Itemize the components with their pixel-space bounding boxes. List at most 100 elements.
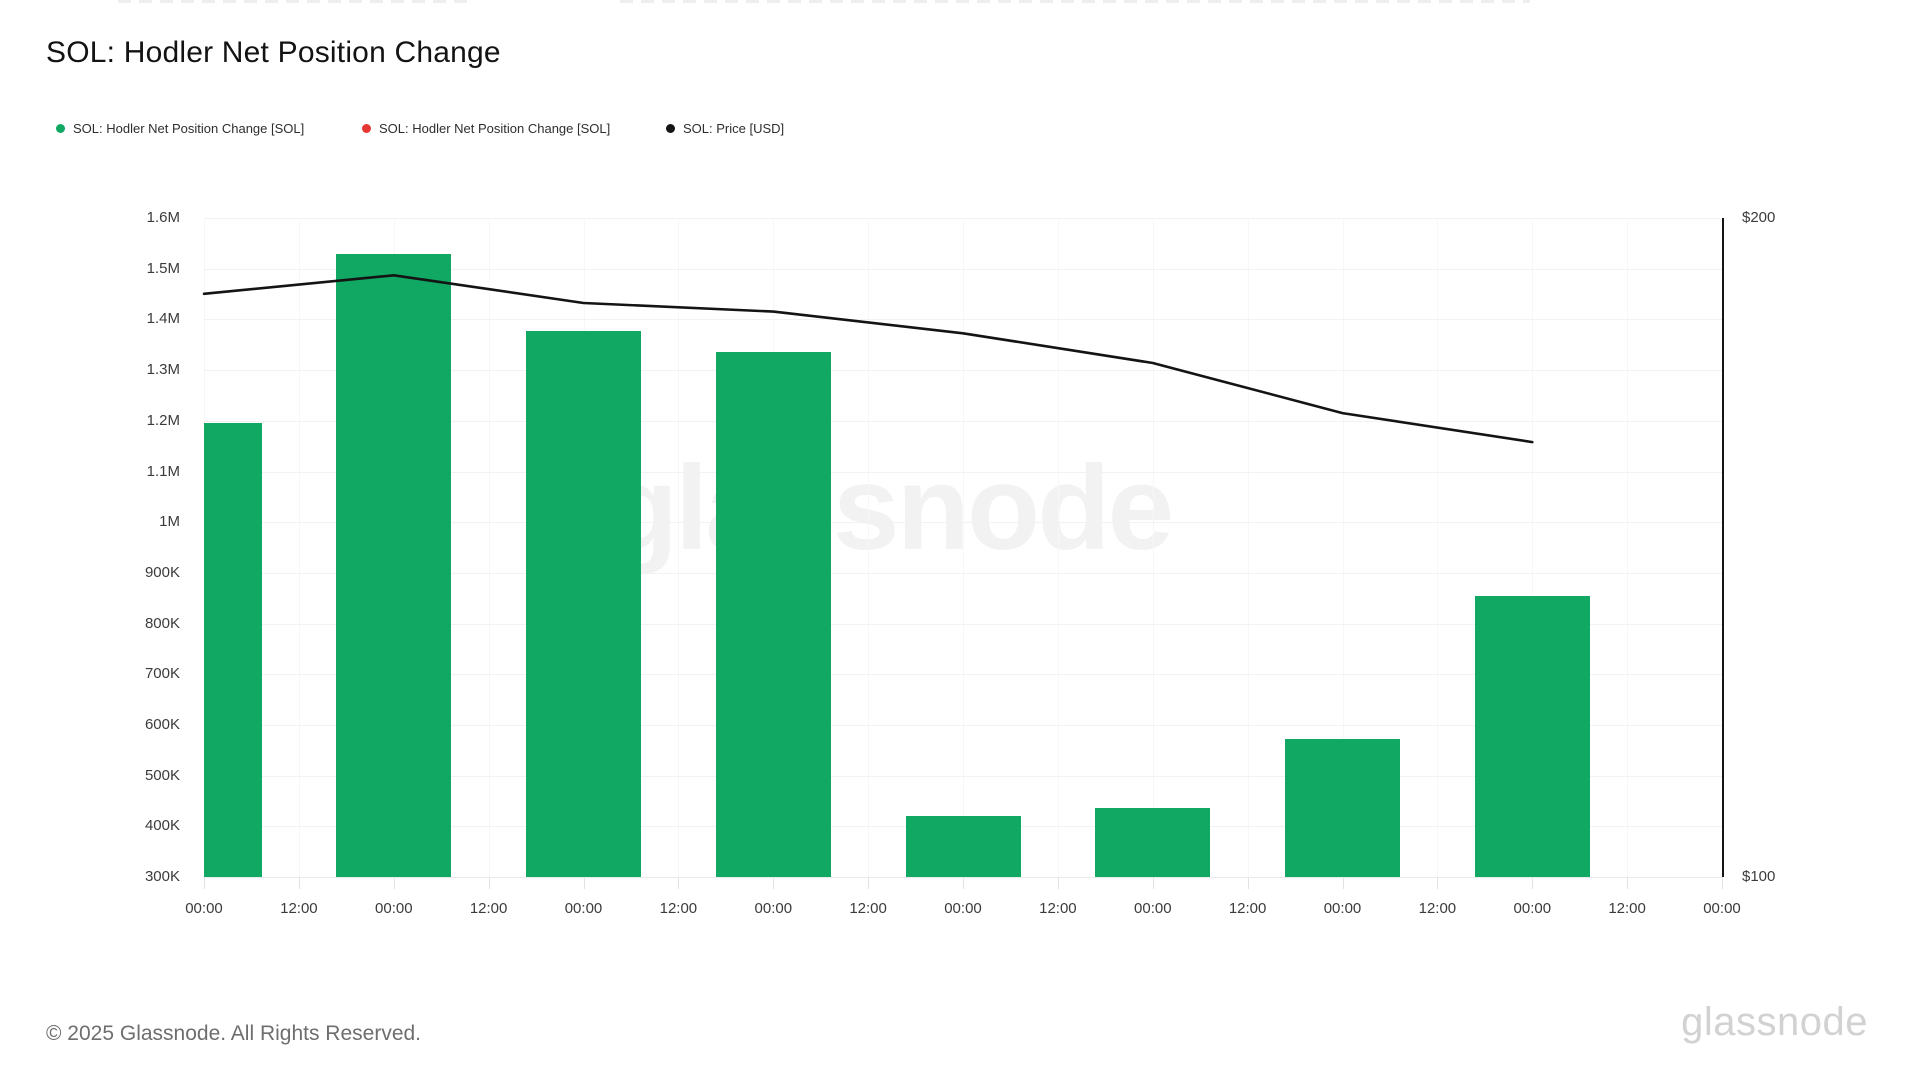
y-axis-label: 500K — [144, 766, 180, 784]
x-axis-label: 00:00 — [1513, 900, 1552, 917]
h-gridline — [204, 319, 1722, 321]
price-line[interactable] — [202, 274, 1534, 444]
legend-dot-red-icon — [362, 124, 371, 133]
h-gridline — [204, 674, 1722, 676]
x-axis-label: 12:00 — [280, 900, 318, 917]
hodler-net-position-bar[interactable] — [715, 352, 831, 877]
x-axis-label: 00:00 — [1703, 900, 1741, 917]
v-gridline — [1152, 218, 1154, 877]
x-axis-label: 12:00 — [1228, 900, 1267, 917]
right-axis-line — [1722, 218, 1724, 877]
y-axis-label: 700K — [144, 665, 180, 683]
x-axis-label: 12:00 — [1039, 900, 1077, 917]
x-axis-label: 00:00 — [754, 900, 793, 917]
x-axis-label: 00:00 — [1134, 900, 1172, 917]
x-axis-tick — [1627, 877, 1629, 889]
y-axis-label: 900K — [144, 563, 180, 581]
legend-dot-green-icon — [56, 124, 65, 133]
v-gridline — [1057, 218, 1059, 877]
x-axis-tick — [678, 877, 680, 889]
hodler-net-position-bar[interactable] — [526, 330, 641, 877]
h-gridline — [204, 724, 1722, 726]
x-axis-tick — [1437, 877, 1439, 889]
x-axis-tick — [583, 877, 585, 889]
y-axis-label: 1M — [159, 513, 180, 531]
legend-dot-black-icon — [666, 124, 675, 133]
v-gridline — [1437, 218, 1439, 877]
legend-item-hodler-net-position-green[interactable]: SOL: Hodler Net Position Change [SOL] — [56, 121, 304, 136]
x-axis-tick — [1342, 877, 1344, 889]
hodler-net-position-bar[interactable] — [1285, 739, 1400, 877]
hodler-net-position-bar[interactable] — [204, 423, 262, 877]
x-axis-label: 00:00 — [944, 900, 982, 917]
x-axis-tick — [298, 877, 300, 889]
v-gridline — [1627, 218, 1629, 877]
y-axis-label: 1.4M — [146, 310, 180, 328]
right-axis-label-max: $200 — [1742, 209, 1776, 226]
v-gridline — [868, 218, 870, 877]
x-axis-label: 00:00 — [375, 900, 413, 917]
y-axis-label: 800K — [144, 614, 180, 632]
h-gridline — [204, 268, 1722, 270]
v-gridline — [1342, 218, 1344, 877]
legend-label: SOL: Price [USD] — [683, 121, 785, 136]
footer-brand-logo: glassnode — [1681, 1000, 1868, 1044]
y-axis-label: 1.6M — [146, 209, 180, 226]
watermark: glassnode — [604, 441, 1174, 575]
y-axis-label: 1.1M — [146, 462, 180, 480]
hodler-net-position-bar[interactable] — [905, 815, 1021, 877]
h-gridline — [204, 218, 1722, 219]
x-axis-tick — [1532, 877, 1534, 889]
x-axis-label: 12:00 — [659, 900, 698, 917]
x-axis-tick — [773, 877, 775, 889]
h-gridline — [204, 572, 1722, 574]
h-gridline — [204, 522, 1722, 524]
y-axis-label: 300K — [144, 868, 180, 885]
x-axis-label: 12:00 — [1608, 900, 1646, 917]
v-gridline — [298, 218, 300, 877]
x-axis-tick — [488, 877, 490, 889]
x-axis-tick — [393, 877, 395, 889]
legend-item-hodler-net-position-red[interactable]: SOL: Hodler Net Position Change [SOL] — [362, 121, 610, 136]
legend-label: SOL: Hodler Net Position Change [SOL] — [73, 121, 305, 136]
y-axis-label: 1.5M — [146, 259, 180, 277]
x-axis-tick — [868, 877, 870, 889]
v-gridline — [1532, 218, 1534, 877]
cropped-chrome-artifact-center — [620, 0, 1530, 3]
footer-copyright: © 2025 Glassnode. All Rights Reserved. — [46, 1022, 422, 1045]
hodler-net-position-bar[interactable] — [336, 253, 452, 877]
x-axis-tick — [1722, 877, 1723, 889]
h-gridline — [204, 420, 1722, 422]
h-gridline — [204, 877, 1722, 878]
h-gridline — [204, 775, 1722, 777]
v-gridline — [678, 218, 680, 877]
x-axis-tick — [1247, 877, 1249, 889]
chart-title: SOL: Hodler Net Position Change — [46, 36, 501, 69]
h-gridline — [204, 370, 1722, 372]
x-axis-tick — [204, 877, 205, 889]
chart-legend: SOL: Hodler Net Position Change [SOL] SO… — [0, 121, 1920, 141]
x-axis-label: 00:00 — [1323, 900, 1362, 917]
y-axis-label: 400K — [144, 817, 180, 835]
y-axis-label: 1.2M — [146, 411, 180, 429]
x-axis-label: 00:00 — [564, 900, 603, 917]
legend-item-price[interactable]: SOL: Price [USD] — [666, 121, 784, 136]
hodler-net-position-bar[interactable] — [1474, 595, 1590, 877]
x-axis-tick — [963, 877, 964, 889]
x-axis-tick — [1057, 877, 1059, 889]
x-axis-label: 12:00 — [1418, 900, 1457, 917]
right-axis-label-min: $100 — [1742, 868, 1776, 885]
v-gridline — [488, 218, 490, 877]
legend-label: SOL: Hodler Net Position Change [SOL] — [379, 121, 611, 136]
x-axis-label: 12:00 — [849, 900, 887, 917]
x-axis-label: 00:00 — [185, 900, 223, 917]
v-gridline — [1247, 218, 1249, 877]
cropped-chrome-artifact-left — [118, 0, 470, 3]
y-axis-label: 1.3M — [146, 361, 180, 379]
h-gridline — [204, 471, 1722, 473]
hodler-net-position-bar[interactable] — [1095, 807, 1211, 877]
v-gridline — [963, 218, 964, 877]
x-axis-label: 12:00 — [469, 900, 508, 917]
